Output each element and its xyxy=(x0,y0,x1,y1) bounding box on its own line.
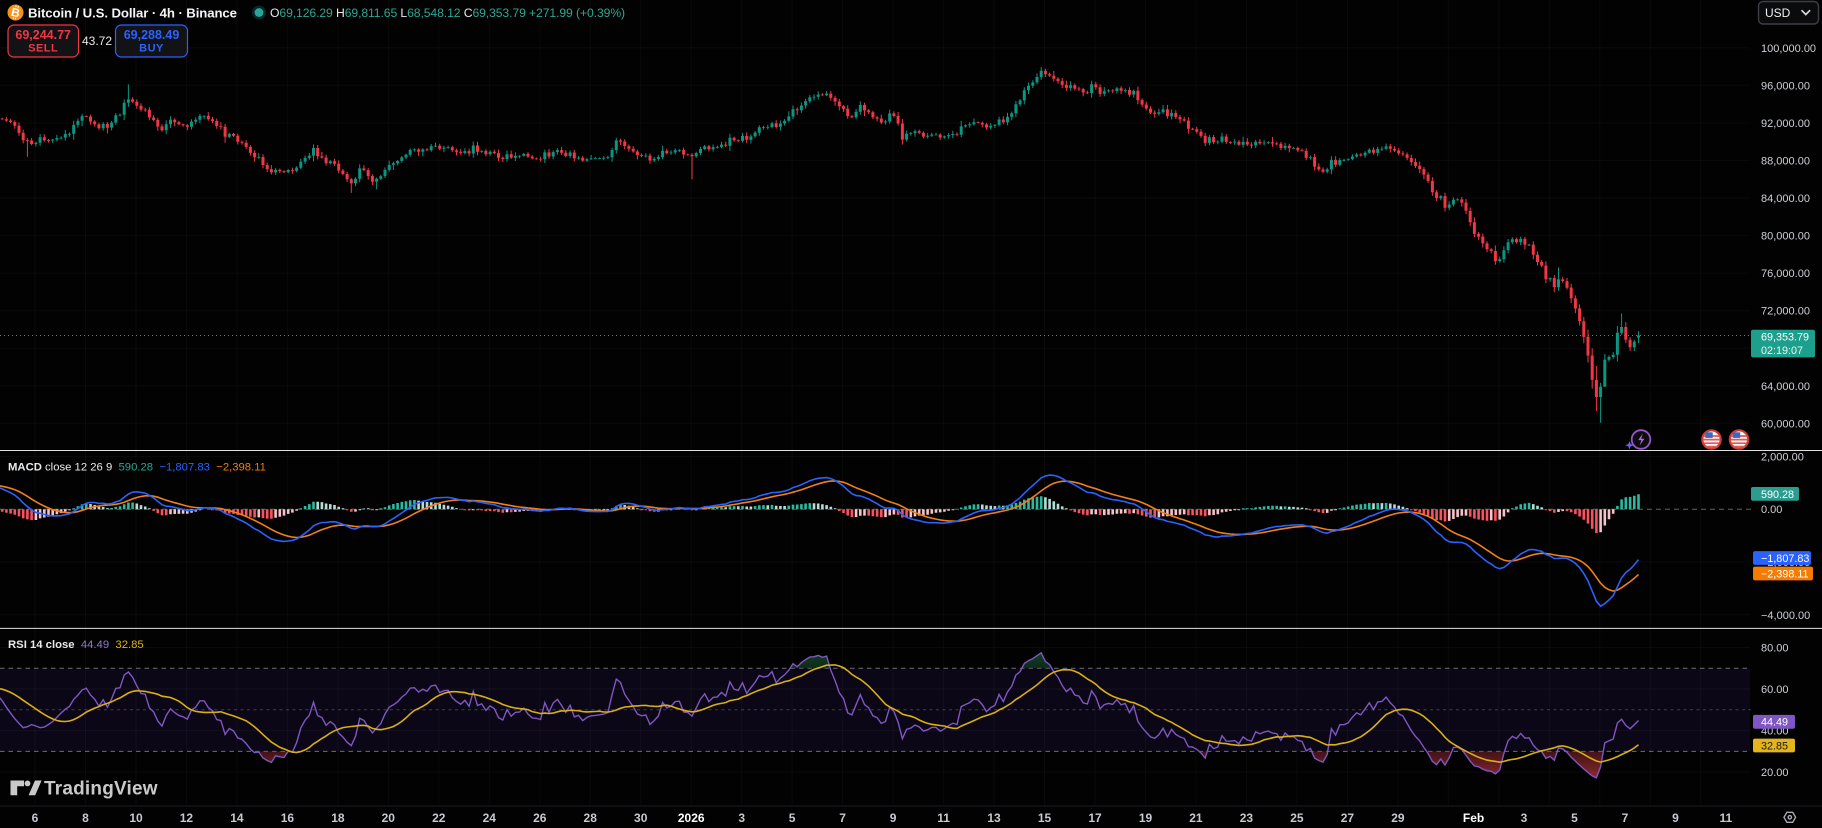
svg-text:16: 16 xyxy=(281,811,295,825)
svg-text:92,000.00: 92,000.00 xyxy=(1761,118,1810,130)
svg-text:MACD close 12 26 9 590.28 −1: MACD close 12 26 9 590.28 −1,807.83 −2,3… xyxy=(8,462,266,474)
svg-text:27: 27 xyxy=(1341,811,1355,825)
svg-text:25: 25 xyxy=(1290,811,1304,825)
svg-text:26: 26 xyxy=(533,811,547,825)
svg-text:29: 29 xyxy=(1391,811,1405,825)
svg-text:69,244.77: 69,244.77 xyxy=(15,28,71,42)
svg-text:15: 15 xyxy=(1038,811,1052,825)
svg-text:14: 14 xyxy=(230,811,244,825)
svg-text:76,000.00: 76,000.00 xyxy=(1761,268,1810,280)
svg-text:6: 6 xyxy=(32,811,39,825)
svg-text:43.72: 43.72 xyxy=(82,34,112,48)
svg-text:60.00: 60.00 xyxy=(1761,684,1789,696)
svg-text:8: 8 xyxy=(82,811,89,825)
svg-text:64,000.00: 64,000.00 xyxy=(1761,381,1810,393)
svg-text:−4,000.00: −4,000.00 xyxy=(1761,610,1810,622)
svg-text:30: 30 xyxy=(634,811,648,825)
svg-text:RSI 14 close 44.49 32.85: RSI 14 close 44.49 32.85 xyxy=(8,639,144,651)
svg-text:0.00: 0.00 xyxy=(1761,504,1782,516)
svg-text:−2,398.11: −2,398.11 xyxy=(1761,568,1809,580)
svg-text:69,353.79: 69,353.79 xyxy=(1761,331,1809,343)
svg-text:3: 3 xyxy=(1521,811,1528,825)
svg-text:5: 5 xyxy=(789,811,796,825)
svg-text:2026: 2026 xyxy=(678,811,705,825)
svg-text:22: 22 xyxy=(432,811,446,825)
svg-text:12: 12 xyxy=(180,811,194,825)
svg-text:24: 24 xyxy=(483,811,497,825)
svg-text:USD: USD xyxy=(1765,6,1791,20)
svg-text:Feb: Feb xyxy=(1463,811,1484,825)
svg-text:Bitcoin / U.S. Dollar · 4h · B: Bitcoin / U.S. Dollar · 4h · Binance xyxy=(28,6,237,21)
svg-text:10: 10 xyxy=(129,811,143,825)
svg-text:7: 7 xyxy=(839,811,846,825)
svg-text:20: 20 xyxy=(382,811,396,825)
svg-text:21: 21 xyxy=(1189,811,1203,825)
svg-text:69,288.49: 69,288.49 xyxy=(124,28,180,42)
svg-text:3: 3 xyxy=(738,811,745,825)
svg-text:23: 23 xyxy=(1240,811,1254,825)
svg-text:5: 5 xyxy=(1571,811,1578,825)
svg-text:13: 13 xyxy=(987,811,1001,825)
svg-text:84,000.00: 84,000.00 xyxy=(1761,193,1810,205)
svg-text:88,000.00: 88,000.00 xyxy=(1761,155,1810,167)
svg-text:02:19:07: 02:19:07 xyxy=(1761,345,1803,357)
svg-text:18: 18 xyxy=(331,811,345,825)
svg-text:B: B xyxy=(10,5,21,21)
svg-text:28: 28 xyxy=(584,811,598,825)
svg-text:−1,807.83: −1,807.83 xyxy=(1761,553,1809,565)
svg-text:590.28: 590.28 xyxy=(1761,489,1794,501)
svg-text:19: 19 xyxy=(1139,811,1153,825)
svg-text:32.85: 32.85 xyxy=(1761,740,1788,752)
svg-text:O69,126.29 H69,811.65 L68,548.: O69,126.29 H69,811.65 L68,548.12 C69,353… xyxy=(270,6,625,20)
svg-text:60,000.00: 60,000.00 xyxy=(1761,418,1810,430)
svg-text:96,000.00: 96,000.00 xyxy=(1761,80,1810,92)
svg-text:7: 7 xyxy=(1622,811,1629,825)
svg-text:72,000.00: 72,000.00 xyxy=(1761,306,1810,318)
svg-text:100,000.00: 100,000.00 xyxy=(1761,43,1816,55)
svg-text:17: 17 xyxy=(1088,811,1102,825)
svg-text:SELL: SELL xyxy=(28,43,58,55)
svg-text:9: 9 xyxy=(890,811,897,825)
svg-text:11: 11 xyxy=(937,811,950,825)
svg-text:2,000.00: 2,000.00 xyxy=(1761,451,1804,463)
svg-text:TradingView: TradingView xyxy=(44,779,158,800)
svg-text:9: 9 xyxy=(1672,811,1679,825)
svg-text:80.00: 80.00 xyxy=(1761,643,1789,655)
svg-text:80,000.00: 80,000.00 xyxy=(1761,231,1810,243)
svg-text:44.49: 44.49 xyxy=(1761,717,1788,729)
svg-text:BUY: BUY xyxy=(139,43,164,55)
svg-text:20.00: 20.00 xyxy=(1761,767,1789,779)
svg-text:11: 11 xyxy=(1720,811,1733,825)
